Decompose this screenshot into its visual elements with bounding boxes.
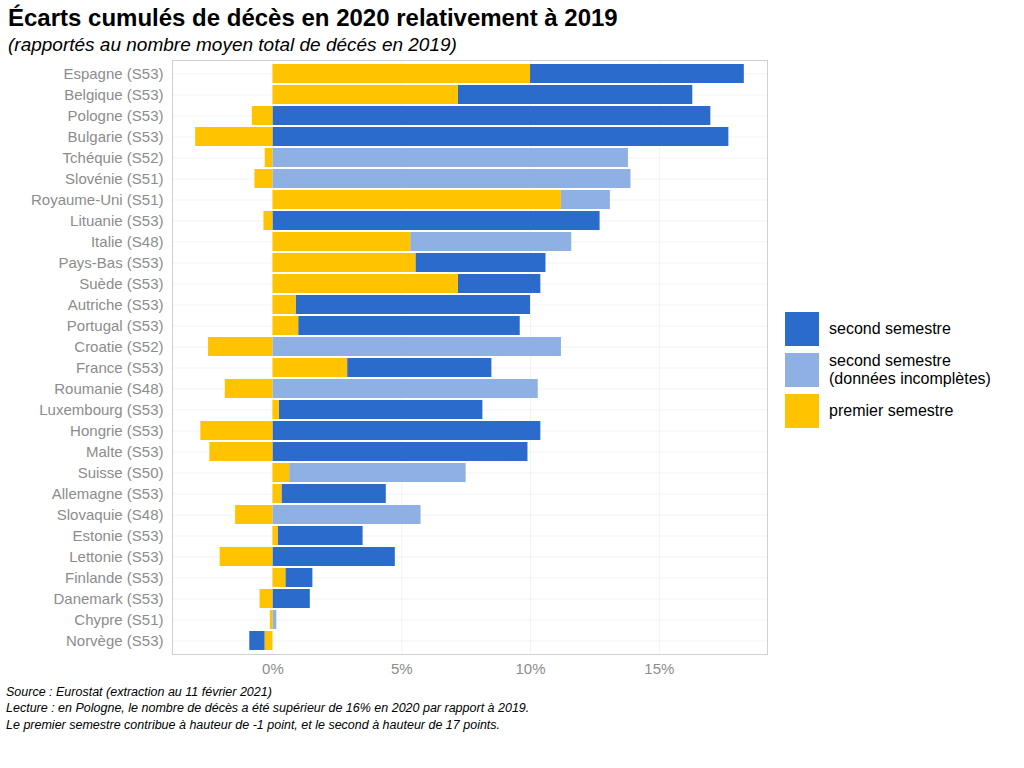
html-text:second semestre (données incom: second semestre (données incomplètes) <box>829 352 991 387</box>
svg-text:Italie (S48): Italie (S48) <box>91 233 164 250</box>
svg-text:Norvège (S53): Norvège (S53) <box>66 632 164 649</box>
svg-text:Finlande (S53): Finlande (S53) <box>65 569 163 586</box>
html-text:Source : Eurostat (extraction: Source : Eurostat (extraction au 11 févr… <box>6 685 272 699</box>
html-text:(rapportés au nombre moyen tot: (rapportés au nombre moyen total de décé… <box>8 34 457 55</box>
svg-text:Slovaquie (S48): Slovaquie (S48) <box>57 506 164 523</box>
svg-text:Suède (S53): Suède (S53) <box>79 275 163 292</box>
svg-text:Estonie (S53): Estonie (S53) <box>73 527 164 544</box>
svg-text:Portugal (S53): Portugal (S53) <box>67 317 164 334</box>
svg-text:Pologne (S53): Pologne (S53) <box>68 107 164 124</box>
svg-text:0%: 0% <box>262 660 284 677</box>
svg-text:Malte (S53): Malte (S53) <box>86 443 164 460</box>
svg-text:Lettonie (S53): Lettonie (S53) <box>69 548 163 565</box>
svg-text:5%: 5% <box>391 660 413 677</box>
svg-text:Pays-Bas (S53): Pays-Bas (S53) <box>58 254 163 271</box>
svg-text:Royaume-Uni (S51): Royaume-Uni (S51) <box>31 191 164 208</box>
svg-text:Tchéquie (S52): Tchéquie (S52) <box>63 149 164 166</box>
svg-text:Chypre (S51): Chypre (S51) <box>74 611 163 628</box>
svg-text:Bulgarie (S53): Bulgarie (S53) <box>68 128 164 145</box>
html-text:second semestre: second semestre <box>829 320 951 337</box>
svg-text:Danemark (S53): Danemark (S53) <box>53 590 163 607</box>
html-text:premier semestre: premier semestre <box>829 402 954 419</box>
svg-text:Slovénie (S51): Slovénie (S51) <box>65 170 163 187</box>
svg-text:Belgique (S53): Belgique (S53) <box>64 86 163 103</box>
html-text:Lecture : en Pologne, le nombr: Lecture : en Pologne, le nombre de décès… <box>6 701 530 716</box>
svg-text:France (S53): France (S53) <box>76 359 164 376</box>
svg-text:Luxembourg (S53): Luxembourg (S53) <box>39 401 163 418</box>
html-text:Le premier semestre contribue: Le premier semestre contribue à hauteur … <box>6 717 501 732</box>
svg-text:Autriche (S53): Autriche (S53) <box>68 296 164 313</box>
svg-text:15%: 15% <box>644 660 674 677</box>
svg-text:Croatie (S52): Croatie (S52) <box>74 338 163 355</box>
svg-text:Hongrie (S53): Hongrie (S53) <box>70 422 163 439</box>
svg-text:Lituanie (S53): Lituanie (S53) <box>70 212 163 229</box>
svg-text:10%: 10% <box>516 660 546 677</box>
svg-text:Suisse (S50): Suisse (S50) <box>78 464 164 481</box>
html-text:Écarts cumulés de décès en 202: Écarts cumulés de décès en 2020 relative… <box>8 4 618 31</box>
svg-text:Allemagne (S53): Allemagne (S53) <box>52 485 164 502</box>
svg-text:Roumanie (S48): Roumanie (S48) <box>54 380 163 397</box>
svg-text:Espagne (S53): Espagne (S53) <box>63 65 163 82</box>
